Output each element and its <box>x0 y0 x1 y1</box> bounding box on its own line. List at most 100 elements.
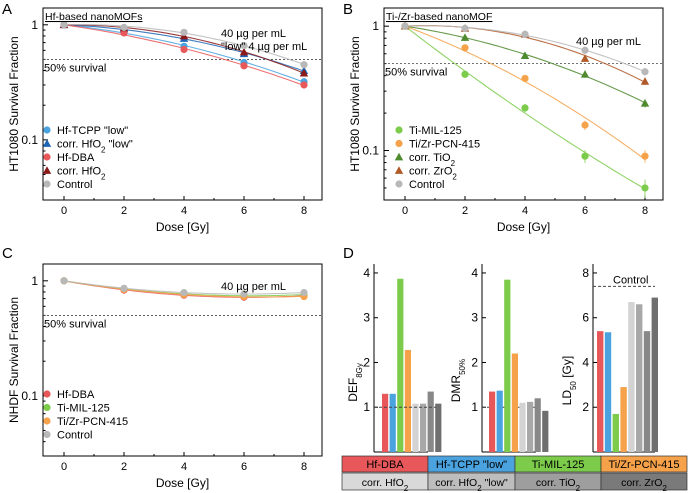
legend-marker <box>42 166 52 174</box>
y-tick-label: 1 <box>31 18 38 32</box>
panel-title: Hf-based nanoMOFs <box>45 11 142 23</box>
reference-label: 50% survival <box>44 62 106 74</box>
legend-label: Ti/Zr-PCN-415 <box>608 459 679 471</box>
legend-marker <box>43 153 51 161</box>
data-point <box>521 104 529 112</box>
x-tick-label: 6 <box>582 205 588 217</box>
data-point <box>120 23 128 31</box>
data-point <box>640 77 650 85</box>
data-point <box>581 46 589 54</box>
x-tick-label: 0 <box>61 205 67 217</box>
y-tick-label: 3 <box>471 311 478 325</box>
bar <box>643 331 651 452</box>
y-tick-label: 4 <box>471 266 478 280</box>
data-point <box>240 62 248 70</box>
plot-frame <box>383 7 664 201</box>
bar <box>636 304 643 452</box>
x-tick-label: 8 <box>301 461 307 473</box>
y-axis-label: DEF8Gy <box>346 363 364 402</box>
panel-title: Ti-/Zr-based nanoMOF <box>386 11 492 23</box>
bar <box>489 391 496 452</box>
legend-label: Hf-DBA <box>366 459 404 471</box>
x-tick-label: 2 <box>121 205 127 217</box>
data-point <box>60 21 68 29</box>
annotation-text: 40 µg per mL <box>221 28 286 40</box>
data-point <box>580 54 590 62</box>
subscript-text: 50 <box>569 381 578 390</box>
legend-label: Ti-MIL-125 <box>409 125 462 137</box>
bar <box>628 302 635 452</box>
subscript-text: 2 <box>451 159 456 168</box>
bar <box>389 393 396 452</box>
label-span: corr. TiO <box>536 477 576 489</box>
legend-marker <box>394 152 404 161</box>
legend-label: corr. TiO2 <box>409 152 456 168</box>
label-span: Control <box>57 179 92 191</box>
reference-label: Control <box>613 274 648 286</box>
bar <box>620 387 627 452</box>
legend-label: corr. ZrO2 <box>409 166 457 182</box>
data-point <box>120 284 128 292</box>
label-span: "low" <box>105 139 132 151</box>
bar <box>504 279 511 452</box>
bar <box>496 390 503 452</box>
bar <box>511 353 518 452</box>
x-tick-label: 6 <box>241 205 247 217</box>
legend-marker <box>43 126 51 134</box>
x-tick-label: 4 <box>522 205 528 217</box>
x-tick-label: 0 <box>402 205 408 217</box>
data-point <box>180 45 188 54</box>
data-point <box>641 152 649 160</box>
legend-marker <box>395 180 403 188</box>
y-axis-label: NHDF Survival Fraction <box>7 297 21 423</box>
label-span: [Gy] <box>560 356 574 381</box>
panel-D3: 2 4 6 8 Control LD50 [Gy] <box>560 264 658 453</box>
y-tick-label: 2 <box>582 400 589 414</box>
legend-label: Hf-DBA <box>57 152 95 164</box>
y-tick-label: 6 <box>582 311 589 325</box>
subscript-text: 2 <box>101 145 106 154</box>
subscript-text: 2 <box>477 484 482 493</box>
panel-D1: 1 2 3 4 DEF8Gy <box>346 264 442 453</box>
subscript-text: 50% <box>458 359 467 375</box>
label-span: corr. HfO <box>435 477 477 489</box>
label-span: Ti-MIL-125 <box>409 125 462 137</box>
annotation-text: 40 µg per mL <box>221 281 286 293</box>
panel-letter-A: A <box>2 1 12 18</box>
subscript-text: 2 <box>404 484 409 493</box>
bar <box>519 402 526 452</box>
bar <box>604 332 612 452</box>
bar <box>404 349 411 452</box>
bar <box>427 391 434 452</box>
reference-label: 50% survival <box>44 318 106 330</box>
bar <box>597 331 604 452</box>
label-span: LD <box>560 390 574 406</box>
legend-label: corr. HfO2 <box>57 166 106 182</box>
legend-label: Ti/Zr-PCN-415 <box>57 416 128 428</box>
legend-label: corr. HfO2 "low" <box>435 477 508 493</box>
y-tick-label: 1 <box>31 274 38 288</box>
y-tick-label: 0.1 <box>362 144 379 158</box>
bar <box>534 398 541 452</box>
y-tick-label: 3 <box>363 311 370 325</box>
legend-bar: Hf-DBA Hf-TCPP "low" Ti-MIL-125 Ti/Zr-PCN-4… <box>341 455 688 493</box>
y-tick-label: 2 <box>471 355 478 369</box>
label-span: Ti/Zr-PCN-415 <box>409 139 480 151</box>
legend-label: Ti-MIL-125 <box>57 403 110 415</box>
bar <box>412 403 419 452</box>
y-tick-label: 0.1 <box>21 389 38 403</box>
legend-swatch <box>600 455 688 473</box>
data-point <box>520 51 530 59</box>
data-point <box>239 47 249 56</box>
plot-frame <box>42 7 323 201</box>
data-point <box>581 121 589 129</box>
subscript-text: 2 <box>452 172 457 181</box>
fit-curve <box>404 25 646 190</box>
legend-label: corr. HfO2 "low" <box>57 139 133 155</box>
legend-marker <box>43 390 51 398</box>
data-point <box>401 22 409 30</box>
data-point <box>521 30 529 38</box>
y-axis-label: LD50 [Gy] <box>560 356 578 406</box>
label-span: Hf-TCPP "low" <box>57 125 128 137</box>
